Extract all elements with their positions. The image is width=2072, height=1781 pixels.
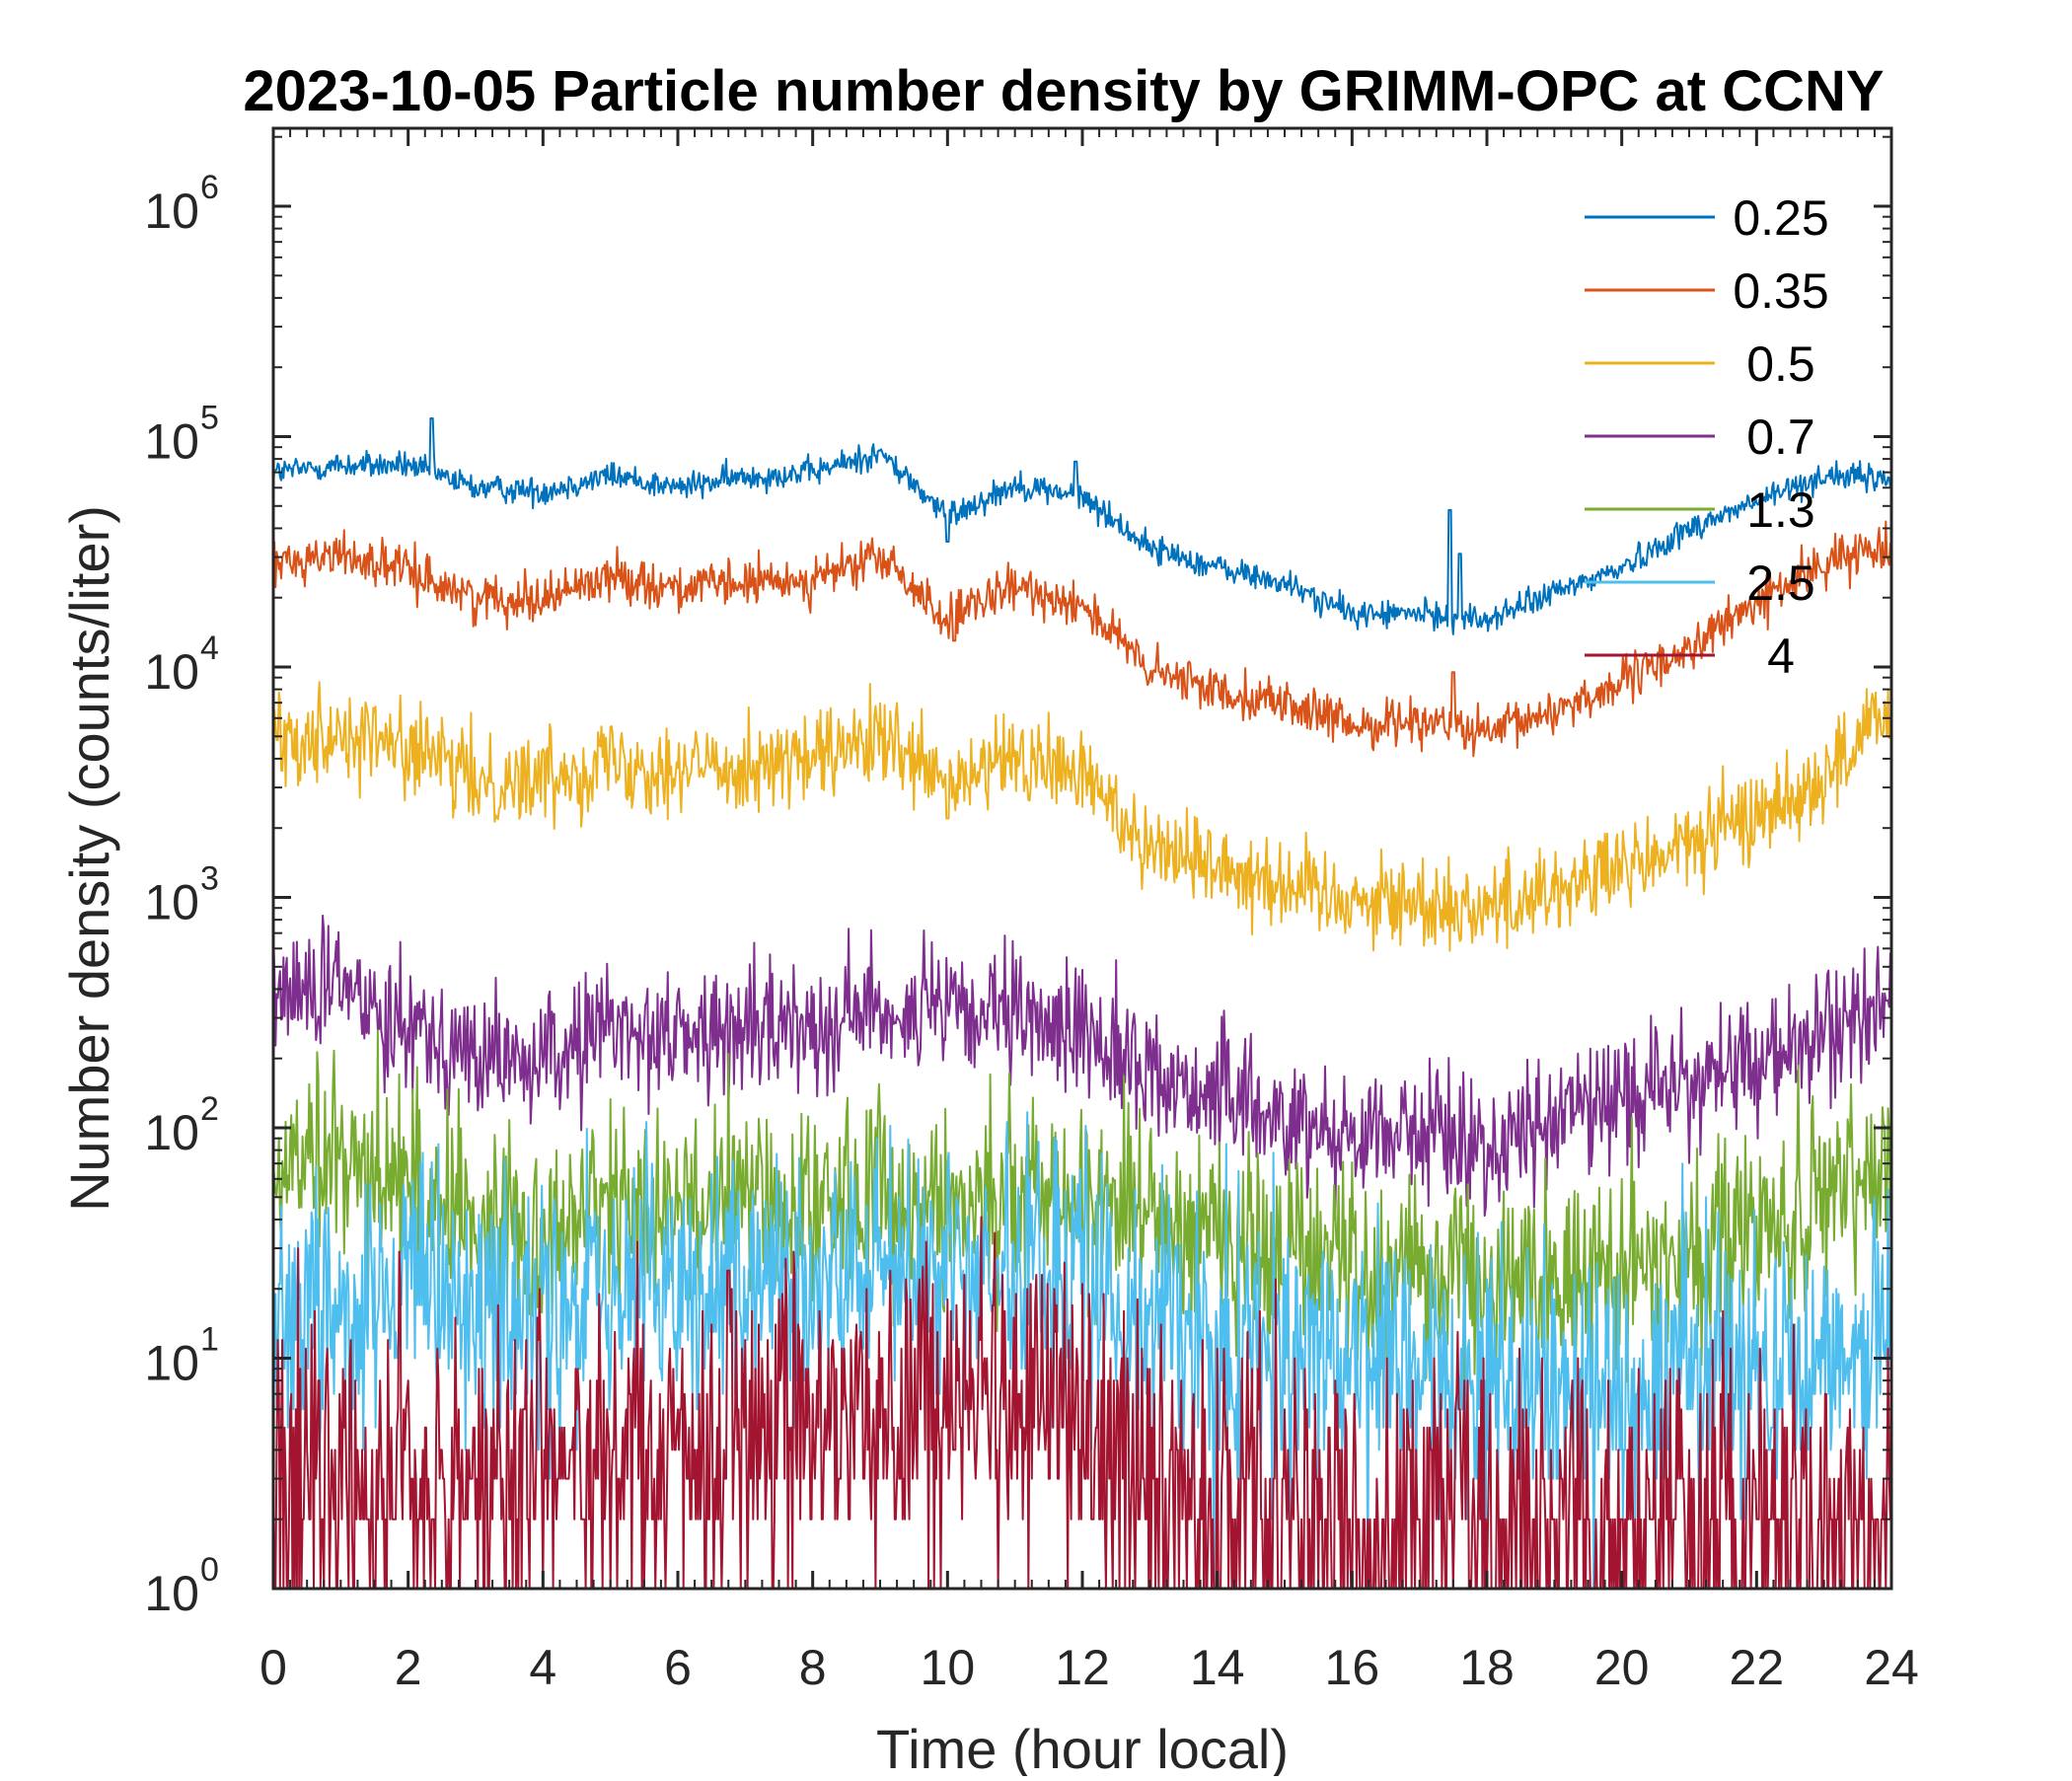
legend-item: 0.7 <box>1585 409 1815 465</box>
y-tick-exponent: 5 <box>200 400 219 437</box>
x-tick-labels: 0 2 4 6 8 10 12 14 16 18 20 22 24 <box>259 1640 1919 1695</box>
y-axis-label: Number density (counts/liter) <box>58 505 120 1212</box>
y-tick-label: 10 2 <box>144 1090 219 1160</box>
y-tick-base: 10 <box>144 414 199 470</box>
x-tick-label: 2 <box>395 1640 422 1695</box>
y-tick-label: 10 6 <box>144 169 219 239</box>
x-tick-label: 20 <box>1594 1640 1650 1695</box>
y-tick-exponent: 4 <box>200 630 219 667</box>
legend-label: 4 <box>1767 629 1795 684</box>
x-tick-label: 12 <box>1055 1640 1110 1695</box>
y-tick-base: 10 <box>144 1105 199 1160</box>
y-tick-label: 10 3 <box>144 860 219 930</box>
series-layer <box>272 417 1892 1590</box>
legend-label: 2.5 <box>1746 556 1815 611</box>
x-tick-label: 22 <box>1730 1640 1785 1695</box>
y-tick-exponent: 6 <box>200 169 219 206</box>
series-line-0-7 <box>272 914 1892 1221</box>
x-tick-label: 8 <box>799 1640 827 1695</box>
x-tick-label: 24 <box>1864 1640 1919 1695</box>
y-tick-label: 10 0 <box>144 1551 219 1621</box>
legend-label: 0.5 <box>1746 336 1815 392</box>
y-tick-label: 10 5 <box>144 400 219 470</box>
y-tick-label: 10 1 <box>144 1321 219 1391</box>
x-tick-label: 16 <box>1325 1640 1380 1695</box>
x-tick-label: 10 <box>921 1640 976 1695</box>
legend-label: 1.3 <box>1746 482 1815 538</box>
series-line-2-5 <box>272 1111 1892 1590</box>
y-tick-exponent: 2 <box>200 1090 219 1128</box>
y-tick-base: 10 <box>144 1336 199 1391</box>
legend-item: 1.3 <box>1585 482 1815 538</box>
x-tick-label: 18 <box>1459 1640 1515 1695</box>
y-tick-exponent: 3 <box>200 860 219 898</box>
plot-box <box>271 126 1893 1591</box>
legend-label: 0.7 <box>1746 409 1815 465</box>
y-tick-base: 10 <box>144 184 199 239</box>
chart-title: 2023-10-05 Particle number density by GR… <box>243 59 1884 123</box>
series-line-0-35 <box>272 520 1892 758</box>
x-tick-label: 6 <box>664 1640 692 1695</box>
series-line-0-25 <box>272 417 1892 635</box>
x-tick-label: 14 <box>1190 1640 1245 1695</box>
legend-item: 0.25 <box>1585 190 1829 246</box>
y-tick-base: 10 <box>144 875 199 930</box>
legend-item: 4 <box>1585 629 1795 684</box>
y-tick-exponent: 1 <box>200 1321 219 1359</box>
x-tick-label: 4 <box>529 1640 556 1695</box>
legend-item: 0.35 <box>1585 263 1829 319</box>
legend-label: 0.35 <box>1733 263 1828 319</box>
legend-label: 0.25 <box>1733 190 1828 246</box>
x-axis-label: Time (hour local) <box>876 1718 1289 1776</box>
series-line-0-5 <box>272 681 1892 952</box>
y-tick-base: 10 <box>144 1566 199 1621</box>
legend: 0.25 0.35 0.5 0.7 1.3 2.5 4 <box>1585 190 1829 684</box>
y-tick-base: 10 <box>144 644 199 700</box>
legend-item: 2.5 <box>1585 556 1815 611</box>
y-tick-exponent: 0 <box>200 1551 219 1589</box>
y-tick-label: 10 4 <box>144 630 219 700</box>
legend-item: 0.5 <box>1585 336 1815 392</box>
x-tick-label: 0 <box>259 1640 287 1695</box>
